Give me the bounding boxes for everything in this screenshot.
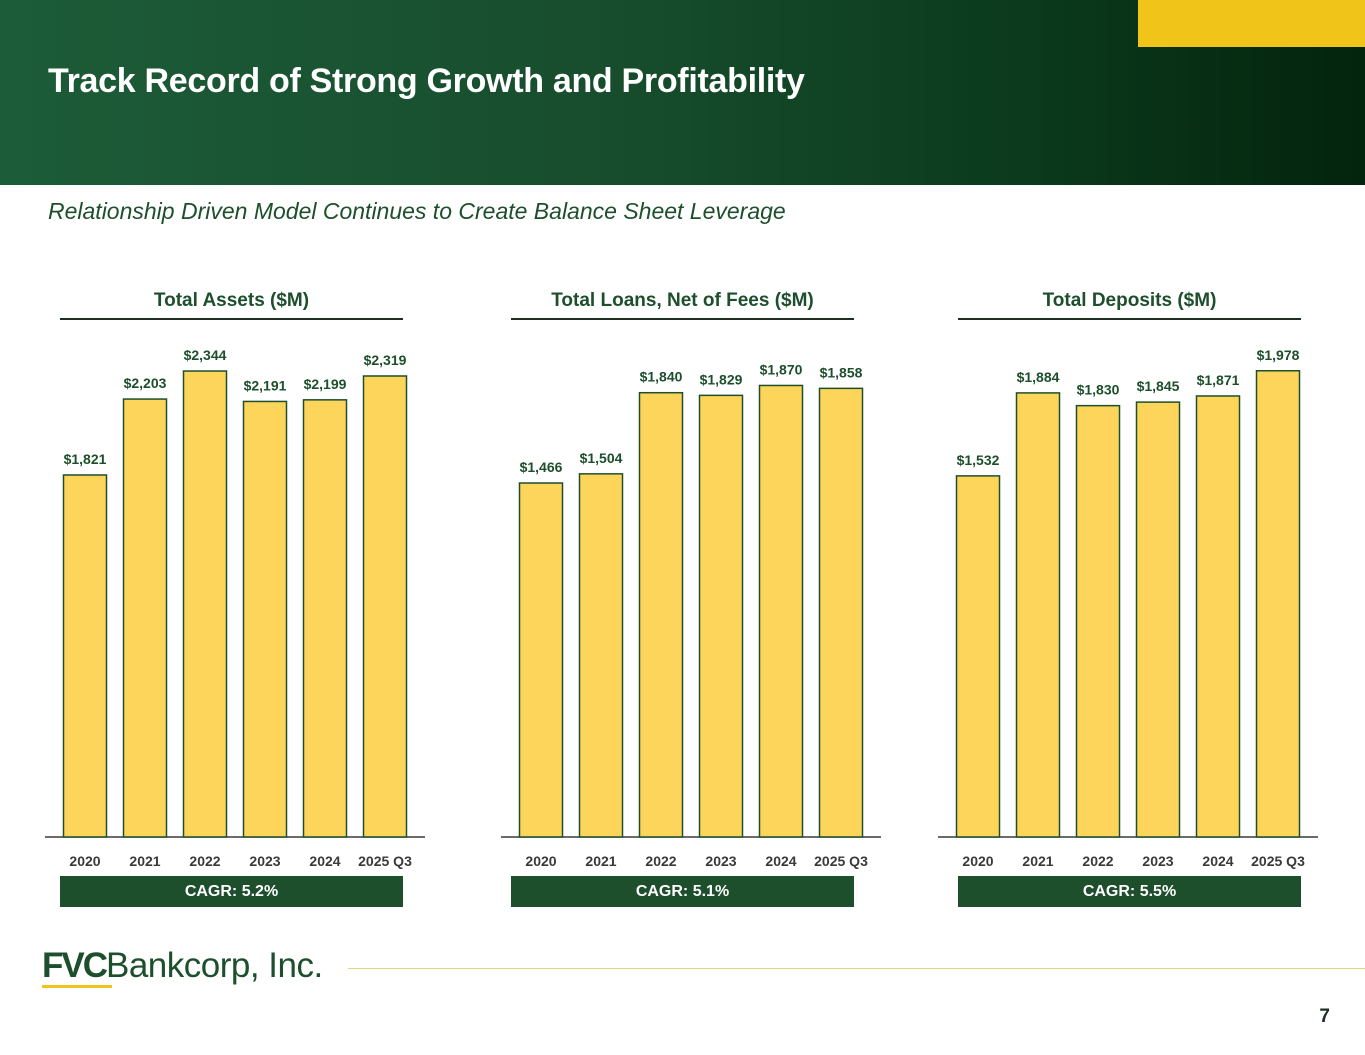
bar-2020 [62, 474, 108, 838]
bar-2025-q3 [362, 375, 408, 838]
chart-title-rule [60, 318, 403, 320]
chart-title-total-deposits: Total Deposits ($M) [1042, 290, 1217, 311]
data-label: $1,504 [580, 450, 623, 466]
data-label: $2,191 [244, 377, 287, 393]
x-tick-label: 2021 [129, 853, 160, 869]
chart-title-total-assets: Total Assets ($M) [153, 290, 310, 311]
bar-2022 [1075, 404, 1121, 838]
header-banner [0, 0, 1365, 185]
bar-2021 [122, 398, 168, 838]
bar-2023 [698, 394, 744, 838]
bar-2021 [578, 473, 624, 838]
x-tick-label: 2025 Q3 [1251, 853, 1305, 869]
data-label: $2,319 [364, 352, 407, 368]
x-tick-label: 2023 [705, 853, 736, 869]
x-tick-label: 2021 [585, 853, 616, 869]
x-tick-label: 2023 [1142, 853, 1173, 869]
bar-2023 [242, 400, 288, 838]
bar-2020 [955, 475, 1001, 838]
x-tick-label: 2023 [249, 853, 280, 869]
data-label: $1,870 [760, 361, 803, 377]
chart-title-rule [511, 318, 854, 320]
chart-title-rule [958, 318, 1301, 320]
chart-title-total-loans: Total Loans, Net of Fees ($M) [551, 290, 814, 311]
x-tick-label: 2024 [309, 853, 340, 869]
bar-2022 [182, 370, 228, 838]
data-label: $2,199 [304, 376, 347, 392]
bar-2024 [1195, 395, 1241, 838]
footer-divider [348, 968, 1365, 969]
company-logo: FVCBankcorp, Inc. [42, 946, 323, 992]
data-label: $1,830 [1077, 382, 1120, 398]
bar-2025-q3 [1255, 370, 1301, 838]
bar-2025-q3 [818, 387, 864, 838]
data-label: $1,532 [957, 452, 1000, 468]
chart-total-assets: $1,821 2020 $2,203 2021 $2,344 2022 $2,191 2023… [45, 347, 425, 869]
header-accent-block [1138, 0, 1365, 47]
page-number: 7 [1319, 1006, 1330, 1027]
logo-strong-text: FVC [42, 946, 108, 985]
x-tick-label: 2021 [1022, 853, 1053, 869]
chart-total-loans: $1,466 2020 $1,504 2021 $1,840 2022 $1,829 2023… [501, 361, 881, 869]
data-label: $1,858 [820, 364, 863, 380]
bar-2023 [1135, 401, 1181, 838]
bar-2024 [758, 384, 804, 838]
chart-total-deposits: $1,532 2020 $1,884 2021 $1,830 2022 $1,845 2023… [938, 347, 1318, 869]
data-label: $1,884 [1017, 369, 1060, 385]
bar-2021 [1015, 392, 1061, 838]
logo-text: Bankcorp, Inc. [106, 946, 323, 985]
x-tick-label: 2020 [69, 853, 100, 869]
data-label: $1,829 [700, 371, 743, 387]
data-label: $1,840 [640, 369, 683, 385]
x-tick-label: 2022 [189, 853, 220, 869]
x-tick-label: 2020 [525, 853, 556, 869]
data-label: $1,845 [1137, 378, 1180, 394]
x-tick-label: 2025 Q3 [358, 853, 412, 869]
data-label: $1,466 [520, 459, 563, 475]
data-label: $2,344 [184, 347, 227, 363]
data-label: $1,978 [1257, 347, 1300, 363]
x-tick-label: 2020 [962, 853, 993, 869]
data-label: $1,821 [64, 451, 107, 467]
data-label: $2,203 [124, 375, 167, 391]
x-tick-label: 2025 Q3 [814, 853, 868, 869]
data-label: $1,871 [1197, 372, 1240, 388]
page-title: Track Record of Strong Growth and Profit… [48, 62, 805, 100]
page-subtitle: Relationship Driven Model Continues to C… [48, 198, 786, 224]
bar-2022 [638, 391, 684, 838]
bar-2024 [302, 399, 348, 838]
x-tick-label: 2022 [645, 853, 676, 869]
cagr-badge-total-deposits: CAGR: 5.5% [958, 876, 1301, 907]
cagr-badge-total-loans: CAGR: 5.1% [511, 876, 854, 907]
bar-2020 [518, 482, 564, 838]
x-tick-label: 2024 [765, 853, 796, 869]
x-tick-label: 2024 [1202, 853, 1233, 869]
logo-underline [42, 985, 112, 988]
x-tick-label: 2022 [1082, 853, 1113, 869]
cagr-badge-total-assets: CAGR: 5.2% [60, 876, 403, 907]
